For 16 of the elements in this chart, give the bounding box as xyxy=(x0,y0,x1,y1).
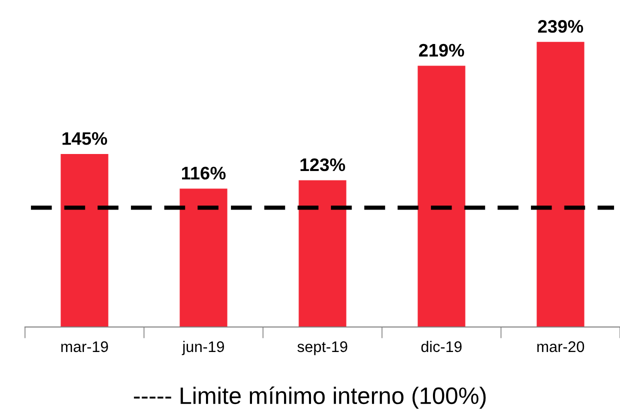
data-label: 219% xyxy=(419,44,464,57)
bar xyxy=(60,154,108,327)
data-label: 239% xyxy=(538,20,584,33)
bar xyxy=(536,42,584,327)
x-tick-label: jun-19 xyxy=(182,340,224,356)
bar xyxy=(180,188,228,327)
data-label: 116% xyxy=(182,166,226,180)
x-tick-label: mar-19 xyxy=(61,341,108,352)
x-tick-label: sept-19 xyxy=(297,341,348,356)
x-tick-label: mar-20 xyxy=(537,341,584,352)
data-label: 145% xyxy=(62,132,108,145)
bar xyxy=(418,66,466,327)
ref-line-label: ----- Limite mínimo interno (100%) xyxy=(134,386,486,409)
data-label: 123% xyxy=(300,158,346,172)
bar xyxy=(298,180,346,327)
x-tick-label: dic-19 xyxy=(421,340,462,352)
